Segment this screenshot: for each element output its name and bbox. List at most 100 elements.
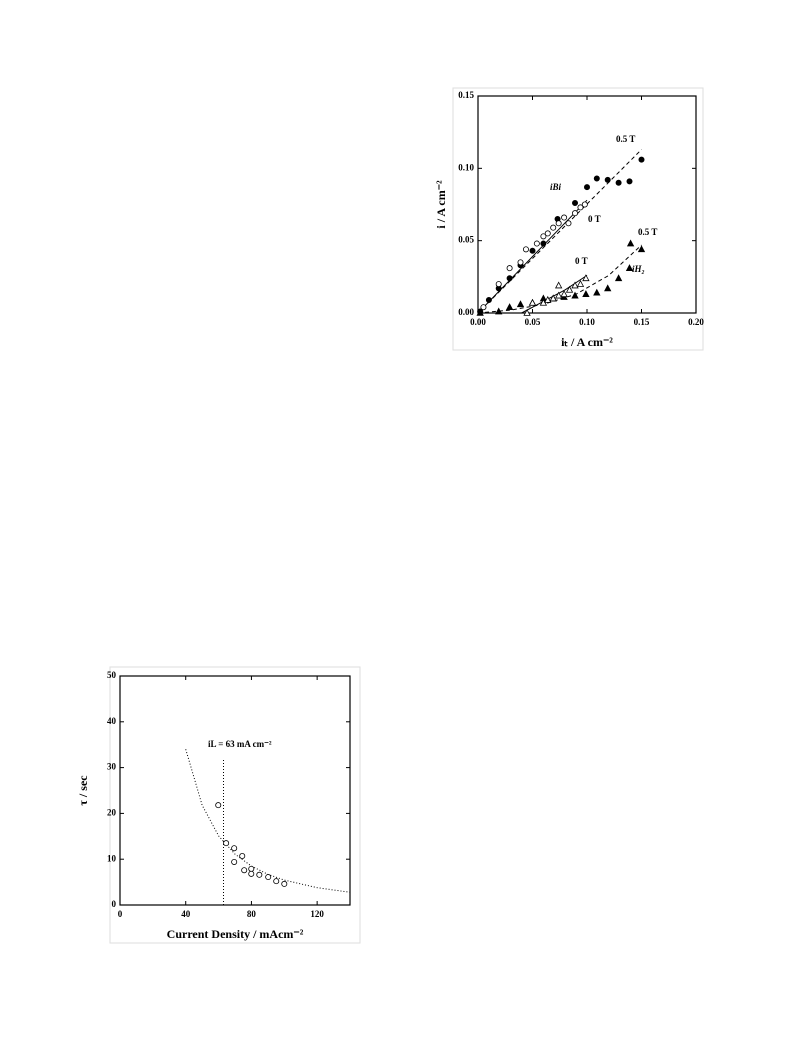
plot-frame bbox=[119, 675, 351, 906]
x-tick-label: 0 bbox=[118, 909, 123, 919]
data-point bbox=[495, 281, 502, 288]
data-point bbox=[528, 298, 537, 306]
data-point bbox=[241, 867, 248, 874]
y-axis-label: τ / sec bbox=[76, 775, 90, 806]
data-point bbox=[638, 156, 645, 163]
data-point bbox=[215, 802, 222, 809]
data-point bbox=[523, 308, 531, 316]
y-tick-label: 50 bbox=[107, 670, 117, 680]
y-tick-label: 0.15 bbox=[458, 90, 474, 100]
annotation: 0 T bbox=[575, 256, 588, 266]
annotation: 0.5 T bbox=[638, 227, 657, 237]
data-point bbox=[565, 220, 572, 227]
data-point bbox=[561, 214, 568, 221]
y-tick-label: 20 bbox=[107, 807, 117, 817]
data-point bbox=[576, 280, 585, 287]
data-point bbox=[239, 852, 246, 859]
data-point bbox=[495, 307, 503, 315]
x-tick-label: 0.10 bbox=[579, 317, 595, 327]
data-point bbox=[554, 281, 563, 289]
data-point bbox=[223, 840, 230, 847]
fit-line bbox=[477, 149, 642, 314]
y-axis-label: i / A cm⁻² bbox=[434, 180, 448, 229]
data-point bbox=[581, 201, 588, 208]
data-point bbox=[593, 175, 600, 182]
data-point bbox=[572, 200, 579, 207]
y-tick-label: 40 bbox=[107, 716, 117, 726]
data-point bbox=[522, 246, 529, 253]
x-tick-label: 120 bbox=[310, 909, 324, 919]
x-tick-label: 0.20 bbox=[688, 317, 704, 327]
figure-frame bbox=[109, 666, 361, 944]
data-point bbox=[540, 240, 547, 247]
y-tick-label: 0.00 bbox=[458, 307, 474, 317]
data-point bbox=[231, 858, 238, 865]
figure-frame bbox=[452, 87, 704, 351]
data-point bbox=[615, 179, 622, 186]
annotation: iH₂ bbox=[632, 264, 645, 274]
x-tick-label: 0.05 bbox=[525, 317, 541, 327]
data-point bbox=[248, 865, 255, 872]
data-point bbox=[604, 284, 612, 292]
x-tick-label: 0.00 bbox=[470, 317, 486, 327]
data-point bbox=[625, 264, 634, 271]
data-point bbox=[582, 290, 590, 297]
data-point bbox=[485, 296, 492, 303]
data-point bbox=[540, 233, 547, 240]
annotation: 0 T bbox=[588, 214, 601, 224]
annotation: iL = 63 mA cm⁻² bbox=[208, 739, 272, 749]
data-point bbox=[565, 285, 574, 293]
data-point bbox=[571, 281, 579, 289]
y-tick-label: 0.05 bbox=[458, 235, 474, 245]
data-point bbox=[549, 294, 557, 302]
data-point bbox=[604, 176, 611, 183]
data-point bbox=[560, 290, 568, 297]
data-point bbox=[273, 878, 280, 885]
fit-line bbox=[521, 274, 588, 314]
data-point bbox=[582, 274, 590, 282]
data-point bbox=[248, 870, 255, 877]
data-point bbox=[626, 239, 635, 247]
fit-line bbox=[185, 749, 351, 893]
y-tick-label: 30 bbox=[107, 762, 117, 772]
annotation: iBi bbox=[550, 182, 562, 192]
data-point bbox=[637, 245, 646, 253]
data-point bbox=[480, 304, 487, 311]
data-point bbox=[584, 184, 591, 191]
x-tick-label: 80 bbox=[247, 909, 257, 919]
data-point bbox=[231, 845, 238, 852]
data-point bbox=[516, 300, 525, 308]
data-point bbox=[533, 240, 540, 247]
x-axis-label: iₜ / A cm⁻² bbox=[561, 335, 613, 349]
data-point bbox=[517, 259, 524, 266]
y-tick-label: 0 bbox=[112, 899, 117, 909]
data-point bbox=[550, 224, 557, 231]
data-point bbox=[529, 247, 536, 254]
data-point bbox=[554, 291, 563, 299]
x-axis-label: Current Density / mAcm⁻² bbox=[167, 927, 304, 941]
data-point bbox=[544, 295, 552, 303]
data-point bbox=[505, 303, 514, 311]
data-point bbox=[256, 871, 263, 878]
data-point bbox=[265, 874, 272, 881]
y-tick-label: 10 bbox=[107, 853, 117, 863]
data-point bbox=[593, 288, 601, 296]
data-point bbox=[281, 880, 288, 887]
data-point bbox=[555, 220, 562, 227]
data-point bbox=[476, 308, 484, 316]
fit-line bbox=[477, 199, 588, 314]
x-tick-label: 40 bbox=[181, 909, 191, 919]
y-tick-label: 0.10 bbox=[458, 162, 474, 172]
data-point bbox=[544, 230, 551, 237]
data-point bbox=[577, 204, 584, 211]
annotation: 0.5 T bbox=[616, 134, 635, 144]
x-tick-label: 0.15 bbox=[634, 317, 650, 327]
data-point bbox=[614, 274, 623, 282]
data-point bbox=[626, 178, 633, 185]
data-point bbox=[506, 265, 513, 272]
data-point bbox=[571, 291, 579, 299]
data-point bbox=[572, 210, 579, 217]
data-point bbox=[506, 275, 513, 282]
